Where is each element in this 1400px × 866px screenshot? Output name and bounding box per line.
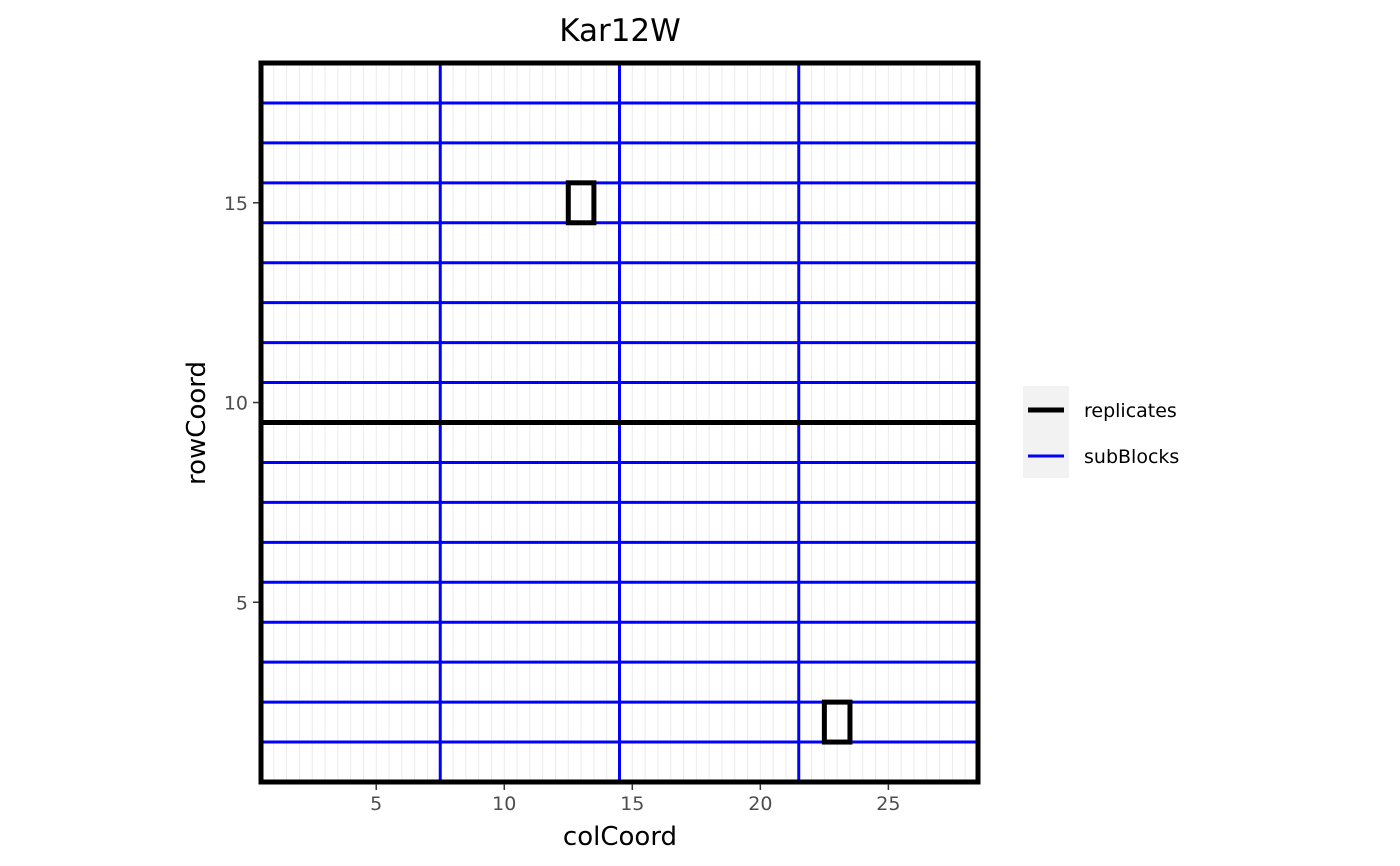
x-tick-label: 5	[370, 793, 382, 815]
plot-border	[258, 60, 981, 785]
highlighted-cell	[821, 699, 853, 745]
chart-title: Kar12W	[559, 13, 681, 49]
x-tick-label: 15	[620, 793, 644, 815]
x-tick-label: 25	[876, 793, 900, 815]
plot-border-rect	[258, 60, 981, 785]
legend-label-replicates: replicates	[1084, 400, 1177, 422]
y-axis-title: rowCoord	[182, 361, 212, 485]
legend-key-background	[1023, 386, 1069, 478]
highlighted-cells	[565, 180, 853, 745]
y-tick-label: 15	[224, 193, 248, 215]
y-tick-label: 10	[224, 393, 248, 415]
x-axis-title: colCoord	[563, 822, 677, 852]
lines-layer	[261, 63, 978, 782]
y-tick-label: 5	[236, 592, 248, 614]
legend-label-subBlocks: subBlocks	[1084, 446, 1179, 468]
axes: 5 10 15 20 25 5 10 15	[224, 193, 901, 815]
legend: replicates subBlocks	[1023, 386, 1179, 478]
x-tick-label: 10	[492, 793, 516, 815]
highlighted-cell	[565, 180, 597, 226]
x-tick-label: 20	[748, 793, 772, 815]
